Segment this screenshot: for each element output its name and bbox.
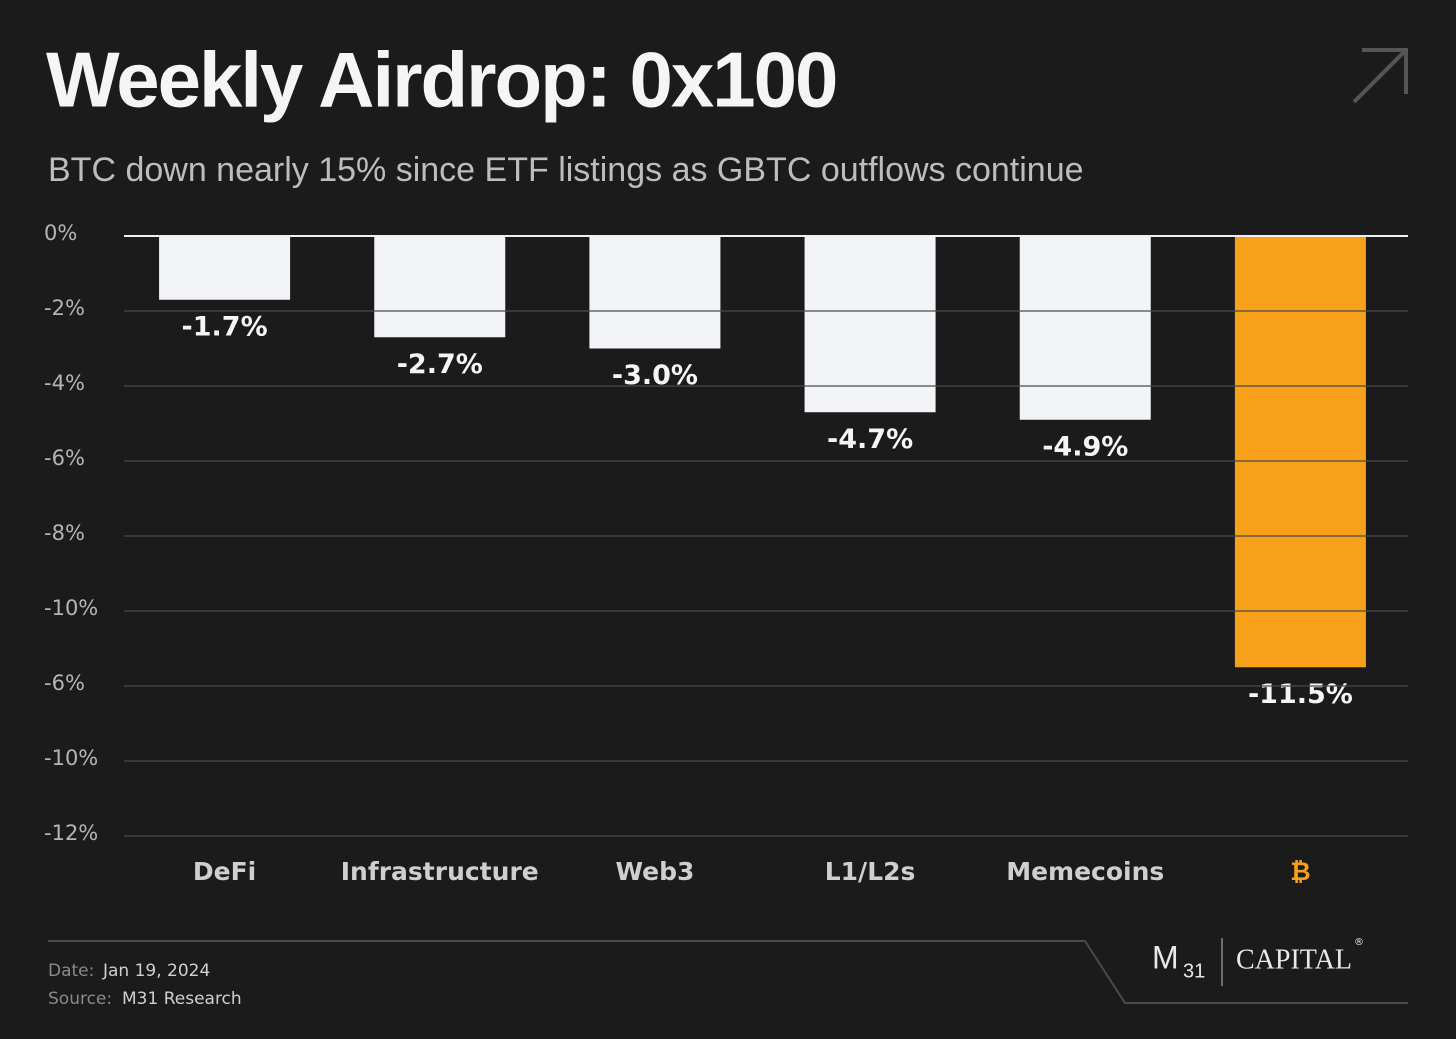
bar <box>374 236 506 338</box>
y-tick-label: -10% <box>44 746 98 770</box>
y-tick-label: 0% <box>44 221 77 245</box>
bar <box>1019 236 1151 420</box>
bar <box>804 236 936 413</box>
date-label: Date: <box>48 961 94 981</box>
x-tick-label: DeFi <box>193 857 256 886</box>
logo-registered: ® <box>1354 937 1364 948</box>
y-tick-label: -6% <box>44 446 85 470</box>
logo-capital: CAPITAL <box>1236 944 1352 975</box>
y-tick-label: -2% <box>44 296 85 320</box>
bar <box>589 236 721 349</box>
logo-sub: 31 <box>1183 960 1205 982</box>
chart-subtitle: BTC down nearly 15% since ETF listings a… <box>48 151 1084 189</box>
x-tick-label: Memecoins <box>1006 857 1164 886</box>
x-tick-label: Web3 <box>615 857 694 886</box>
value-label: -4.9% <box>1042 431 1128 462</box>
arrow-icon <box>1352 48 1408 104</box>
x-tick-label: ₿ <box>1290 857 1310 886</box>
date: Jan 19, 2024 <box>102 961 210 981</box>
value-label: -4.7% <box>827 424 913 455</box>
y-tick-label: -8% <box>44 521 85 545</box>
bar <box>159 236 291 300</box>
x-tick-label: L1/L2s <box>825 857 916 886</box>
y-tick-label: -10% <box>44 596 98 620</box>
bar <box>1234 236 1366 668</box>
footer-divider <box>48 940 1408 1004</box>
x-tick-label: Infrastructure <box>341 857 539 886</box>
source-label: Source: <box>48 989 112 1009</box>
y-tick-label: -12% <box>44 821 98 845</box>
value-label: -1.7% <box>182 311 268 342</box>
source: M31 Research <box>122 989 242 1009</box>
chart-title: Weekly Airdrop: 0x100 <box>46 36 836 124</box>
logo-m: M <box>1152 939 1179 975</box>
y-tick-label: -4% <box>44 371 85 395</box>
value-label: -11.5% <box>1248 679 1353 710</box>
value-label: -2.7% <box>397 349 483 380</box>
y-tick-label: -6% <box>44 671 85 695</box>
